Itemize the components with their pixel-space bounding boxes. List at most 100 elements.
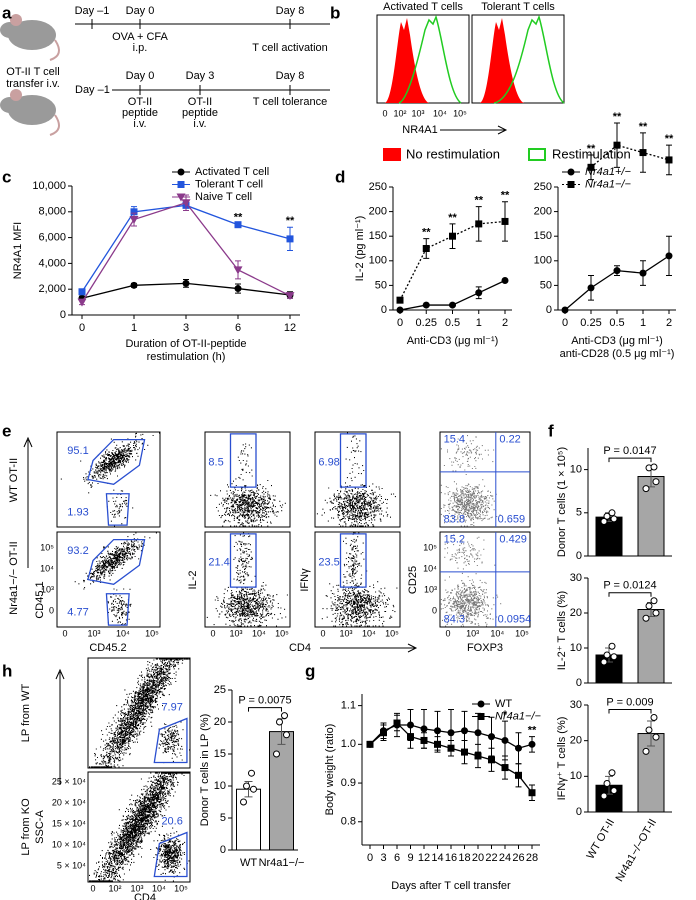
day-label: Day –1 [75,5,110,17]
x-tick-label: 10⁵ [275,628,289,638]
gate-value: 15.4 [444,434,465,446]
marker [78,288,86,296]
flow-frame [56,431,161,528]
x-tick-label: 6 [235,322,241,334]
panel-label: h [2,661,12,680]
data-point [642,747,650,755]
data-point [610,653,618,661]
x-tick-label: 10⁵ [174,883,188,893]
y-tick-label: 20 [570,735,582,747]
legend-label: Activated T cell [195,166,269,178]
mouse-head [0,22,20,38]
x-tick-label: 0 [367,852,373,864]
panel-label: c [2,167,11,186]
y-tick-label: 20 × 10⁴ [52,797,86,807]
marker [561,306,569,314]
marker [449,232,456,240]
data-point [600,792,608,800]
marker [474,752,482,760]
marker [396,296,404,304]
marker [461,748,468,756]
transfer-label: transfer i.v. [6,78,60,90]
y-tick-label: 50 [375,279,387,291]
data-point [650,597,658,605]
y-tick-label: 5 × 10⁴ [57,860,86,870]
legend-label: No restimulation [406,146,500,161]
marker [449,301,456,309]
x-tick-label: 10⁵ [453,108,467,118]
mouse-head [0,97,20,113]
data-point [248,769,255,777]
panel-label: f [548,421,554,440]
y-axis-label: CD25 [407,566,419,594]
data-point [650,463,658,471]
marker [176,193,186,202]
y-tick-label: 0 [432,605,437,615]
data-point [652,733,660,741]
cell-events [206,532,288,627]
x-tick-label: 1 [131,322,137,334]
treatment: i.v. [133,118,146,130]
significance: ** [422,227,431,239]
data-point [600,658,608,666]
x-tick-label: 16 [445,852,457,864]
marker [182,279,190,287]
significance: ** [639,121,648,133]
x-tick-label: 9 [407,852,413,864]
marker [587,284,595,292]
significance: * [503,709,508,721]
significance: ** [613,111,622,123]
y-tick-label: 30 [570,572,582,584]
marker [422,301,430,309]
histogram-title: Tolerant T cells [481,1,555,13]
marker [130,281,138,289]
x-tick-label: 1 [476,317,482,329]
x-tick-label: 0.5 [609,317,624,329]
y-tick-label: 0 [576,677,582,689]
significance: ** [474,195,483,207]
treatment: i.v. [193,118,206,130]
data-point [608,509,616,517]
bar [269,731,294,851]
y-tick-label: 100 [369,255,387,267]
gate-value: 8.5 [208,456,223,468]
x-tick-label: 0 [397,317,403,329]
y-tick-label: 10 [214,780,226,792]
gate-value: 93.2 [67,545,88,557]
day-label: Day 8 [276,70,305,82]
gate [153,717,188,764]
data-point [603,779,611,787]
x-tick-label: 0 [562,317,568,329]
panel-label: g [305,661,315,680]
gate-value: 1.93 [67,507,88,519]
data-point [600,517,608,525]
data-point [645,602,653,610]
y-tick-label: 10 [570,464,582,476]
y-axis-label: CD45.1 [34,581,46,618]
y-tick-label: 0.9 [341,777,356,789]
mouse-body [8,95,56,125]
x-axis-label: Days after T cell transfer [391,880,511,892]
marker [177,181,185,188]
legend-label: Tolerant T cell [195,178,263,190]
y-tick-label: 0 [381,304,387,316]
flow-frame [204,431,291,528]
marker [234,285,242,293]
marker [447,744,455,752]
x-tick-label: WT OT-II [585,817,618,861]
y-tick-label: 0 [220,844,226,856]
y-tick-label: 10⁵ [423,542,437,552]
y-tick-label: 0 [546,304,552,316]
legend-label: Nr4a1−/− [495,710,541,722]
marker [501,217,509,225]
marker [528,740,536,748]
mouse-ear [10,89,22,101]
data-point [283,731,290,739]
y-tick-label: 150 [534,230,552,242]
gate-value: 0.22 [499,434,520,446]
histogram-restimulated [493,14,565,104]
y-tick-label: 25 × 10⁴ [52,776,86,786]
legend-label: Naive T cell [195,191,252,203]
y-tick-label: 10⁴ [423,563,437,573]
x-tick-label: 10³ [87,628,100,638]
